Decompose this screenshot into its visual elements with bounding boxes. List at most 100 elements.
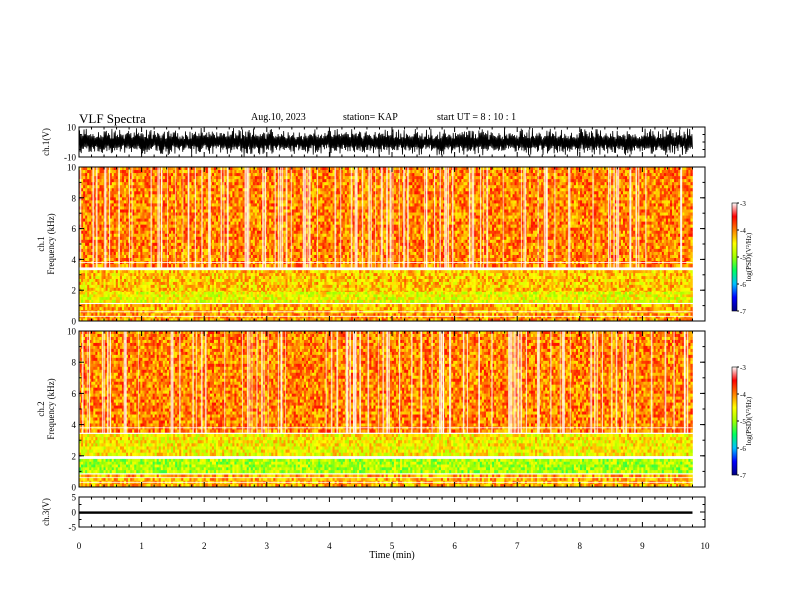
- spectrogram-cell: [136, 215, 139, 219]
- spectrogram-cell: [166, 182, 170, 186]
- spectrogram-cell: [238, 194, 241, 198]
- spectrogram-cell: [269, 233, 272, 238]
- spectrogram-cell: [236, 194, 239, 198]
- spectrogram-cell: [293, 264, 297, 268]
- spectrogram-cell: [271, 245, 274, 250]
- spectrogram-cell: [371, 258, 374, 262]
- spectrogram-cell: [322, 221, 325, 225]
- spectrogram-cell: [287, 209, 290, 213]
- spectrogram-cell: [115, 209, 119, 213]
- spectrogram-cell: [136, 230, 139, 235]
- spectrogram-cell: [242, 173, 245, 177]
- spectrogram-cell: [89, 176, 92, 180]
- spectrogram-cell: [242, 233, 245, 238]
- spectrogram-cell: [87, 200, 90, 204]
- spectrogram-cell: [123, 188, 127, 192]
- spectrogram-cell: [99, 212, 102, 216]
- spectrogram-cell: [371, 248, 374, 253]
- spectrogram-cell: [158, 176, 162, 180]
- spectrogram-cell: [126, 170, 129, 174]
- spectrogram-cell: [218, 212, 221, 216]
- spectrogram-cell: [87, 170, 90, 174]
- spectrogram-cell: [130, 242, 133, 247]
- spectrogram-cell: [144, 254, 147, 259]
- spectrogram-cell: [242, 200, 245, 204]
- spectrogram-cell: [162, 221, 166, 225]
- spectrogram-cell: [222, 200, 225, 204]
- spectrogram-cell: [87, 197, 90, 201]
- spectrogram-cell: [213, 230, 217, 235]
- spectrogram-cell: [173, 224, 176, 228]
- spectrogram-cell: [263, 170, 266, 174]
- spectrogram-cell: [99, 248, 102, 253]
- spectrogram-cell: [310, 215, 313, 219]
- spectrogram-cell: [99, 258, 102, 262]
- spectrogram-cell: [130, 218, 133, 222]
- spectrogram-cell: [83, 167, 86, 171]
- spectrogram-cell: [248, 206, 252, 210]
- spectrogram-cell: [293, 258, 297, 262]
- spectrogram-cell: [203, 221, 207, 225]
- spectrogram-cell: [158, 264, 162, 268]
- spectrogram-cell: [271, 203, 274, 207]
- spectrogram-cell: [332, 188, 335, 192]
- spectrogram-cell: [81, 230, 84, 235]
- spectrogram-cell: [162, 248, 166, 253]
- spectrogram-cell: [289, 185, 292, 189]
- spectrogram-cell: [271, 197, 274, 201]
- spectrogram-cell: [346, 239, 350, 244]
- spectrogram-cell: [320, 197, 323, 201]
- spectrogram-cell: [119, 203, 123, 207]
- spectrogram-cell: [252, 197, 256, 201]
- spectrogram-cell: [97, 188, 100, 192]
- spectrogram-cell: [344, 233, 348, 238]
- spectrogram-cell: [269, 167, 272, 171]
- spectrogram-cell: [216, 191, 219, 195]
- spectrogram-cell: [154, 239, 157, 244]
- spectrogram-cell: [158, 236, 162, 241]
- spectrogram-cell: [213, 176, 217, 180]
- spectrogram-cell: [234, 221, 237, 225]
- spectrogram-cell: [275, 212, 278, 216]
- spectrogram-cell: [111, 258, 115, 262]
- spectrogram-cell: [107, 188, 110, 192]
- spectrogram-cell: [357, 176, 360, 180]
- spectrogram-cell: [232, 191, 235, 195]
- spectrogram-cell: [330, 227, 333, 231]
- spectrogram-cell: [297, 233, 301, 238]
- spectrogram-cell: [273, 197, 276, 201]
- spectrogram-cell: [193, 176, 196, 180]
- spectrogram-cell: [353, 200, 356, 204]
- spectrogram-cell: [271, 167, 274, 171]
- spectrogram-cell: [154, 194, 157, 198]
- spectrogram-cell: [189, 224, 192, 228]
- spectrogram-cell: [148, 188, 151, 192]
- header-date: Aug.10, 2023: [251, 112, 306, 123]
- spectrogram-cell: [126, 176, 129, 180]
- spectrogram-cell: [126, 264, 129, 268]
- spectrogram-cell: [105, 182, 108, 186]
- spectrogram-cell: [203, 206, 207, 210]
- spectrogram-cell: [164, 188, 168, 192]
- spectrogram-cell: [173, 188, 176, 192]
- spectrogram-cell: [291, 167, 295, 171]
- spectrogram-cell: [205, 185, 209, 189]
- spectrogram-cell: [144, 230, 147, 235]
- spectrogram-cell: [224, 188, 227, 192]
- spectrogram-cell: [175, 212, 178, 216]
- spectrogram-cell: [310, 170, 313, 174]
- spectrogram-cell: [230, 218, 233, 222]
- spectrogram-cell: [258, 194, 262, 198]
- spectrogram-cell: [289, 245, 292, 250]
- spectrogram-cell: [375, 182, 378, 186]
- spectrogram-cell: [310, 179, 313, 183]
- spectrogram-cell: [224, 173, 227, 177]
- spectrogram-cell: [142, 215, 145, 219]
- spectrogram-cell: [126, 245, 129, 250]
- spectrogram-cell: [121, 227, 125, 231]
- spectrogram-cell: [154, 200, 157, 204]
- spectrogram-cell: [185, 245, 188, 250]
- spectrogram-cell: [164, 197, 168, 201]
- spectrogram-cell: [101, 185, 104, 189]
- spectrogram-cell: [148, 230, 151, 235]
